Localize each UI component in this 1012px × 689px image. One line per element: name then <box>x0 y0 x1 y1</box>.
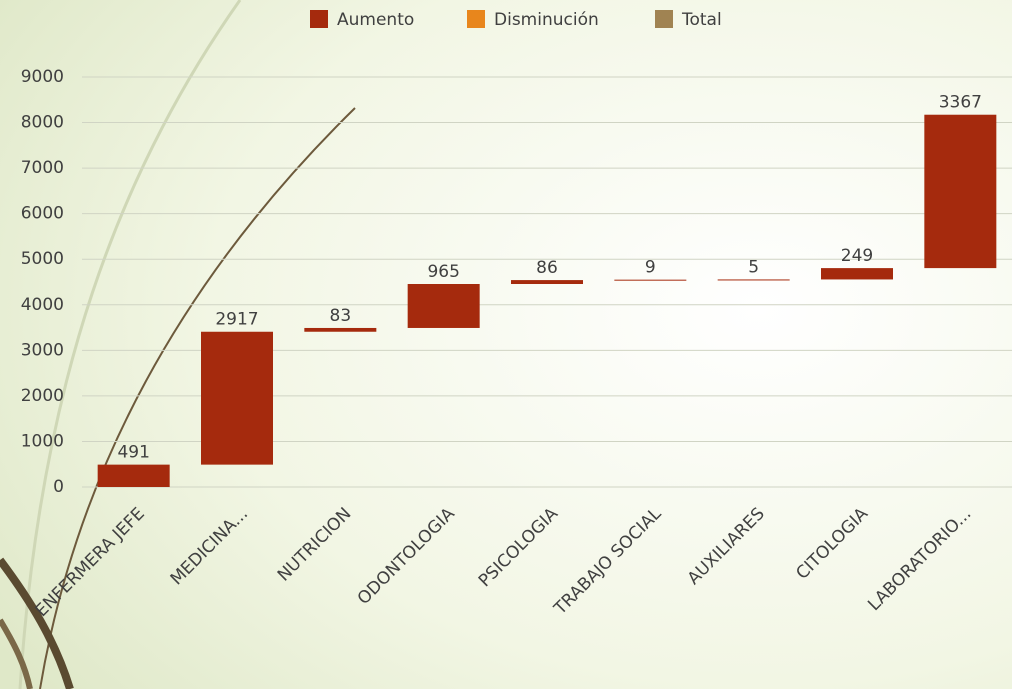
bar <box>614 279 687 281</box>
legend-label: Total <box>681 10 722 30</box>
y-tick-label: 4000 <box>21 295 64 315</box>
legend-label: Disminución <box>494 10 599 30</box>
y-tick-label: 2000 <box>21 386 64 406</box>
value-label: 491 <box>117 443 149 463</box>
y-tick-label: 9000 <box>21 67 64 87</box>
decor-curve <box>39 107 356 689</box>
bar <box>97 464 170 487</box>
bar <box>924 114 997 269</box>
bar <box>511 280 583 285</box>
bar <box>821 268 893 280</box>
value-label: 86 <box>536 258 558 278</box>
y-tick-label: 1000 <box>21 431 64 451</box>
value-label: 2917 <box>215 310 258 330</box>
value-label: 249 <box>841 246 873 266</box>
y-tick-label: 8000 <box>21 113 64 133</box>
bar <box>201 331 273 465</box>
y-tick-label: 3000 <box>21 340 64 360</box>
value-label: 965 <box>427 262 459 282</box>
y-tick-label: 5000 <box>21 249 64 269</box>
bar <box>717 279 790 281</box>
legend-swatch <box>310 10 328 28</box>
legend-swatch <box>467 10 485 28</box>
value-label: 83 <box>330 306 352 326</box>
bar <box>304 327 377 332</box>
decor-curve <box>0 618 33 689</box>
value-label: 5 <box>748 257 759 277</box>
legend-swatch <box>655 10 673 28</box>
y-tick-label: 6000 <box>21 204 64 224</box>
bar <box>407 284 480 328</box>
legend-label: Aumento <box>337 10 414 30</box>
decor-curve <box>18 0 242 689</box>
y-tick-label: 0 <box>53 477 64 497</box>
value-label: 9 <box>645 258 656 278</box>
decor-curve <box>0 557 74 689</box>
y-tick-label: 7000 <box>21 158 64 178</box>
value-label: 3367 <box>939 93 982 113</box>
